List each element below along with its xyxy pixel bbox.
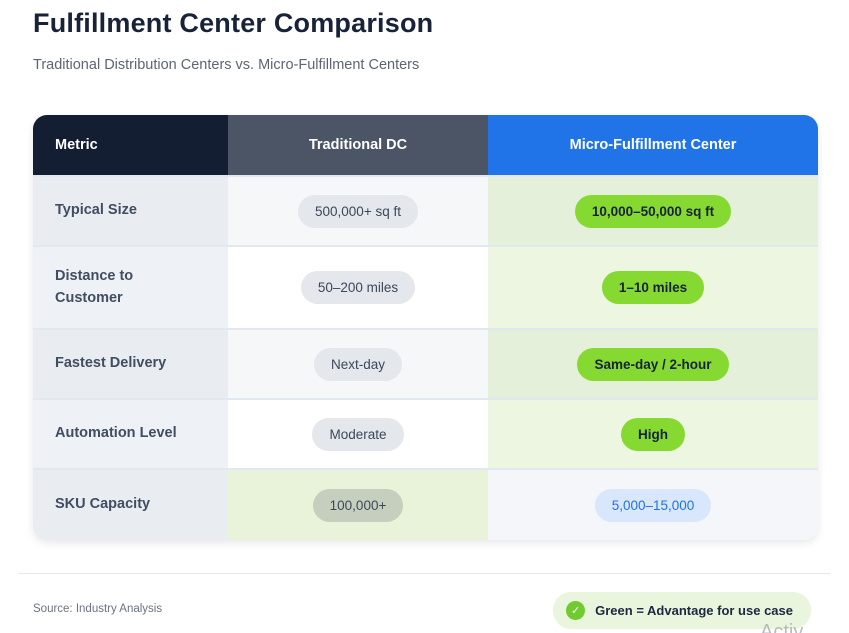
metric-label: Automation Level [55, 425, 177, 442]
source-text: Source: Industry Analysis [33, 603, 163, 615]
micro-value-pill: 1–10 miles [601, 271, 705, 304]
metric-label: Distance to Customer [55, 267, 134, 306]
table-row: Fastest Delivery Next-day Same-day / 2-h… [33, 328, 818, 398]
metric-label: SKU Capacity [55, 496, 151, 513]
watermark-text: Activ [760, 621, 804, 633]
traditional-value-pill: 500,000+ sq ft [298, 194, 418, 228]
traditional-value-pill: 100,000+ [312, 488, 404, 522]
metric-label: Fastest Delivery [55, 355, 167, 372]
traditional-value-pill: Moderate [312, 417, 404, 451]
table-row: Typical Size 500,000+ sq ft 10,000–50,00… [33, 175, 818, 245]
check-icon: ✓ [566, 601, 586, 620]
metric-label: Typical Size [55, 202, 137, 219]
micro-value-pill: Same-day / 2-hour [577, 347, 729, 381]
table-header-row: Metric Traditional DC Micro-Fulfillment … [33, 115, 818, 175]
micro-value-pill: High [621, 417, 685, 451]
traditional-value-pill: 50–200 miles [300, 271, 416, 304]
table-row: SKU Capacity 100,000+ 5,000–15,000 [33, 468, 818, 540]
footer-divider [18, 573, 831, 574]
page-title: Fulfillment Center Comparison [33, 8, 434, 38]
table-row: Automation Level Moderate High [33, 398, 818, 468]
table-row: Distance to Customer 50–200 miles 1–10 m… [33, 245, 818, 328]
comparison-table: Metric Traditional DC Micro-Fulfillment … [33, 115, 818, 540]
traditional-value-pill: Next-day [313, 347, 403, 381]
header-cell-traditional-dc: Traditional DC [228, 115, 488, 175]
header-label: Traditional DC [308, 137, 408, 153]
legend-badge: ✓ Green = Advantage for use case [553, 592, 811, 629]
header-cell-metric: Metric [33, 115, 228, 175]
legend-label: Green = Advantage for use case [595, 603, 793, 618]
header-cell-micro-fulfillment: Micro-Fulfillment Center [488, 115, 818, 175]
header-label: Metric [55, 137, 98, 153]
page-subtitle: Traditional Distribution Centers vs. Mic… [33, 57, 420, 73]
micro-value-pill: 5,000–15,000 [594, 488, 712, 522]
header-label: Micro-Fulfillment Center [569, 137, 737, 153]
micro-value-pill: 10,000–50,000 sq ft [574, 194, 732, 228]
